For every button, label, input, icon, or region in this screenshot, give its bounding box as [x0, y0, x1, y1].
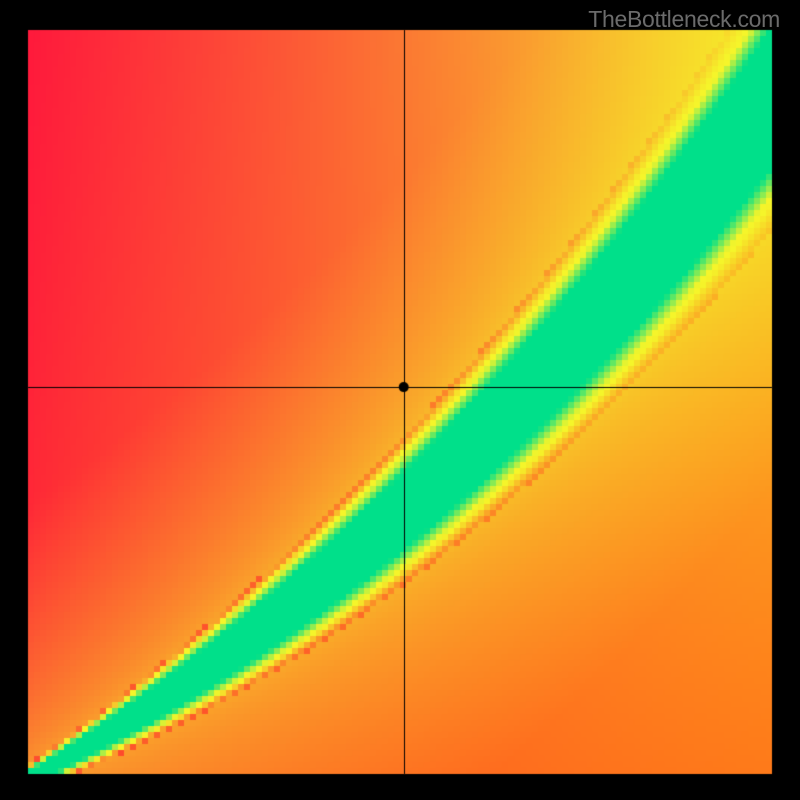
watermark-label: TheBottleneck.com: [588, 6, 780, 33]
overlay-canvas: [0, 0, 800, 800]
chart-container: TheBottleneck.com: [0, 0, 800, 800]
